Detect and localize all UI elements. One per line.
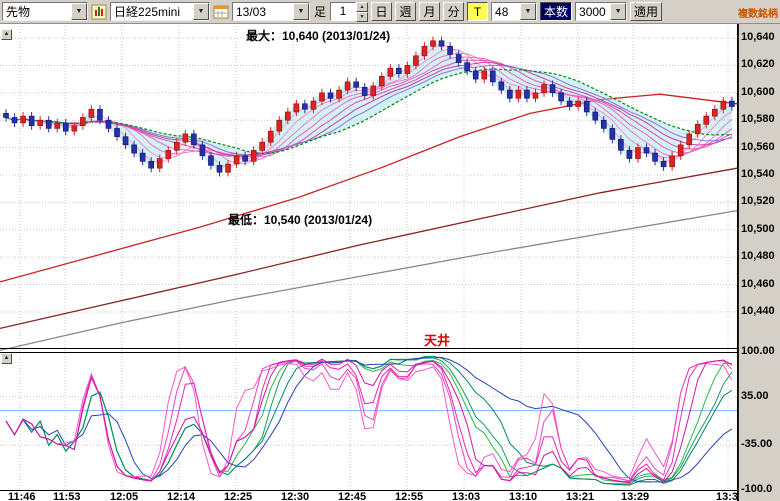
oscillator-axis-label: -100.0	[741, 483, 773, 495]
time-axis-label: 12:45	[338, 491, 366, 501]
tick-toggle-button[interactable]: T	[467, 2, 489, 21]
time-axis-label: 12:30	[281, 491, 309, 501]
bar-label: 足	[314, 5, 327, 19]
time-axis-label: 13:21	[566, 491, 594, 501]
category-select-value: 先物	[6, 5, 31, 19]
price-axis-label: 10,480	[741, 250, 775, 263]
apply-button[interactable]: 適用	[630, 2, 663, 21]
bar-interval-value: 1	[330, 2, 357, 21]
bar-interval-spinner[interactable]: 1 ▲ ▼	[330, 2, 369, 22]
calendar-icon[interactable]	[213, 4, 229, 20]
symbol-list-icon[interactable]	[91, 4, 107, 20]
period-minute-button[interactable]: 分	[443, 2, 465, 21]
period-day-button[interactable]: 日	[371, 2, 393, 21]
oscillator-panel-collapse-button[interactable]: ▲	[1, 353, 12, 364]
multi-symbol-button[interactable]: 複数銘柄	[738, 9, 778, 20]
tick-count-value: 48	[495, 4, 509, 19]
category-dropdown-arrow-icon[interactable]: ▼	[71, 3, 87, 20]
price-panel-collapse-button[interactable]: ▲	[1, 29, 12, 40]
price-axis-label: 10,560	[741, 140, 775, 153]
price-chart-svg[interactable]: 11:46 11:53 12:05 12:14 12:25 12:30 12:45 12:55…	[0, 24, 738, 501]
time-axis-label: 12:05	[110, 491, 138, 501]
symbol-select[interactable]: 日経225mini ▼	[110, 2, 210, 21]
contract-month-select[interactable]: 13/03 ▼	[232, 2, 310, 21]
oscillator-axis-label: 35.00	[741, 389, 769, 402]
time-axis-label: 12:25	[224, 491, 252, 501]
spinner-arrows-icon[interactable]: ▲ ▼	[356, 2, 369, 22]
toolbar: 先物 ▼ 日経225mini ▼ 13/03 ▼ 足 1 ▲ ▼ 日 週 月 分 …	[0, 0, 780, 24]
spinner-up-icon[interactable]: ▲	[356, 2, 369, 12]
max-price-annotation: 最大：10,640 (2013/01/24)	[246, 29, 391, 43]
oscillator-axis-label: 100.00	[741, 345, 775, 357]
chart-area[interactable]: 11:46 11:53 12:05 12:14 12:25 12:30 12:45 12:55…	[0, 24, 780, 501]
period-week-button[interactable]: 週	[395, 2, 417, 21]
price-axis-label: 10,500	[741, 222, 775, 235]
time-axis-label: 11:53	[53, 491, 81, 501]
ceiling-signal-label: 天井	[424, 333, 451, 348]
price-axis-label: 10,620	[741, 58, 775, 71]
time-axis-label: 12:55	[395, 491, 423, 501]
oscillator-axis-label: -35.00	[741, 438, 773, 451]
symbol-select-value: 日経225mini	[114, 5, 181, 19]
price-axis-label: 10,440	[741, 305, 775, 317]
price-axis: 10,640 10,620 10,600 10,580 10,560 10,540 10,5…	[738, 24, 780, 501]
price-axis-label: 10,520	[741, 195, 775, 208]
price-axis-label: 10,460	[741, 277, 775, 290]
spinner-down-icon[interactable]: ▼	[356, 12, 369, 22]
symbol-dropdown-arrow-icon[interactable]: ▼	[193, 3, 209, 20]
category-select[interactable]: 先物 ▼	[2, 2, 88, 21]
month-dropdown-arrow-icon[interactable]: ▼	[293, 3, 309, 20]
time-axis-label: 13:03	[452, 491, 480, 501]
min-price-annotation: 最低：10,540 (2013/01/24)	[228, 213, 373, 227]
bar-count-dropdown-arrow-icon[interactable]: ▼	[610, 3, 627, 20]
tick-count-dropdown-arrow-icon[interactable]: ▼	[520, 3, 537, 20]
period-month-button[interactable]: 月	[419, 2, 441, 21]
price-axis-label: 10,600	[741, 85, 775, 98]
time-axis-label: 12:14	[167, 491, 196, 501]
time-axis-label: 13:10	[509, 491, 537, 501]
time-axis-label: 13:29	[621, 491, 649, 501]
price-axis-label: 10,580	[741, 113, 775, 126]
time-axis-label: 13:3	[716, 491, 738, 501]
tick-count-select[interactable]: 48 ▼	[491, 2, 538, 21]
time-axis-label: 11:46	[8, 491, 36, 501]
bar-count-select[interactable]: 3000 ▼	[575, 2, 628, 21]
price-axis-label: 10,640	[741, 31, 775, 43]
price-axis-label: 10,540	[741, 168, 775, 180]
bar-count-value: 3000	[579, 4, 606, 19]
bar-count-toggle-button[interactable]: 本数	[540, 2, 573, 21]
contract-month-value: 13/03	[236, 4, 267, 19]
